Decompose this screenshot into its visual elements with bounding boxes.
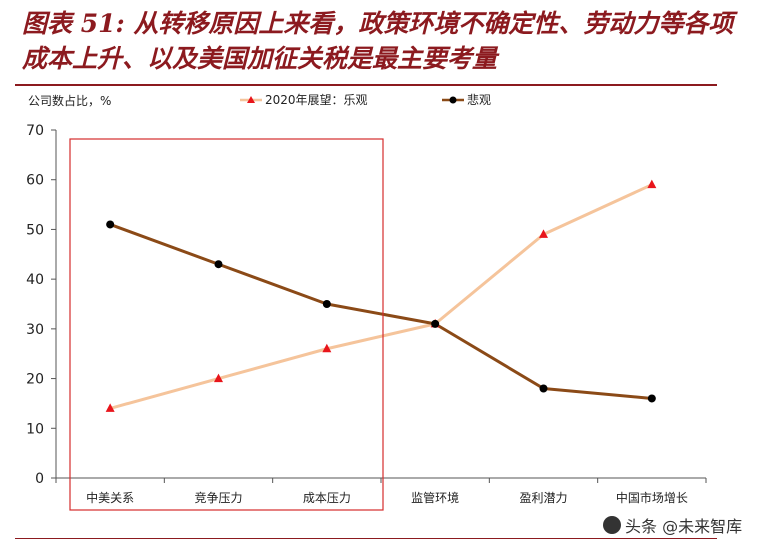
- legend-label-optimistic: 2020年展望：乐观: [265, 93, 368, 107]
- y-tick-label: 10: [26, 421, 44, 437]
- data-point-circle: [214, 260, 223, 269]
- series-line-1: [109, 223, 652, 400]
- legend-item-optimistic: 2020年展望：乐观: [240, 91, 368, 108]
- y-axis-label: 公司数占比，%: [28, 94, 112, 108]
- data-point-triangle: [214, 373, 223, 383]
- watermark: 头条 @未来智库: [603, 513, 742, 537]
- x-tick-label: 中美关系: [86, 490, 134, 505]
- x-tick-label: 中国市场增长: [616, 490, 688, 505]
- legend-line-circle-icon: [442, 96, 464, 103]
- x-tick-label: 成本压力: [303, 491, 351, 505]
- title-divider: [15, 84, 717, 86]
- y-tick-label: 20: [26, 372, 44, 388]
- watermark-text: 头条 @未来智库: [625, 517, 743, 536]
- data-point-circle: [647, 394, 656, 403]
- watermark-logo-icon: [603, 516, 621, 534]
- legend-label-pessimistic: 悲观: [467, 93, 492, 107]
- y-tick-label: 40: [26, 272, 44, 288]
- y-tick-label: 50: [26, 222, 44, 238]
- x-tick-label: 盈利潜力: [519, 491, 567, 505]
- highlight-box: [69, 138, 384, 511]
- data-point-circle: [322, 300, 331, 308]
- legend-item-pessimistic: 悲观: [442, 91, 491, 108]
- x-tick-label: 监管环境: [411, 490, 459, 505]
- data-point-circle: [431, 319, 440, 328]
- data-point-triangle: [647, 179, 657, 189]
- bottom-divider: [15, 538, 717, 539]
- data-point-triangle: [539, 229, 548, 238]
- legend-line-triangle-icon: [240, 95, 262, 103]
- y-tick-label: 30: [26, 322, 44, 338]
- y-tick-label: 70: [26, 123, 44, 139]
- data-point-triangle: [322, 343, 332, 353]
- data-point-circle: [539, 384, 548, 393]
- data-point-triangle: [105, 403, 115, 412]
- y-tick-label: 0: [35, 471, 44, 487]
- data-point-circle: [106, 220, 115, 229]
- series-line-0: [109, 183, 653, 410]
- y-tick-label: 60: [26, 173, 44, 189]
- x-tick-label: 竞争压力: [194, 491, 242, 505]
- page-title: 图表 51: 从转移原因上来看，政策环境不确定性、劳动力等各项成本上升、以及美国…: [22, 9, 734, 73]
